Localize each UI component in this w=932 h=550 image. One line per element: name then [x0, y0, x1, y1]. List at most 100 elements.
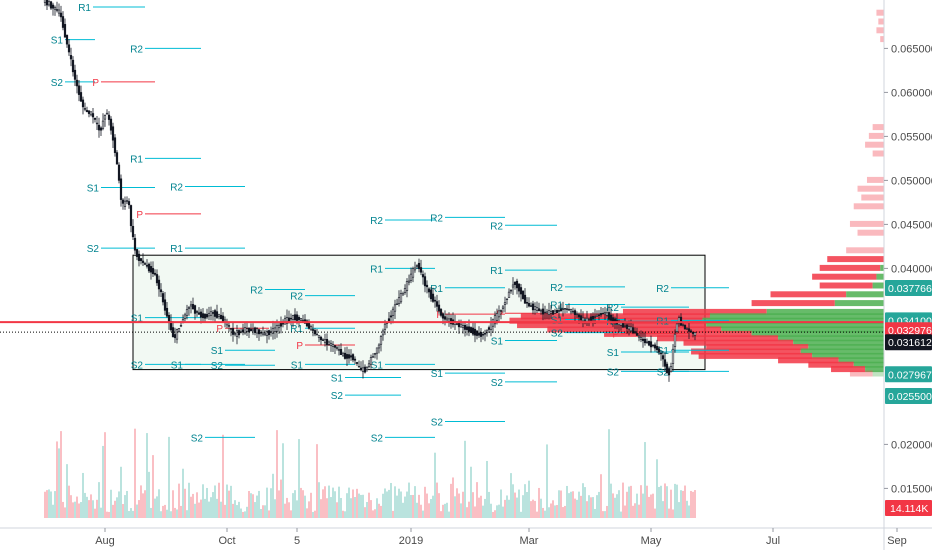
candle-body [609, 314, 613, 321]
candle-body [547, 309, 551, 315]
volume-bar [48, 489, 50, 518]
volume-bar [626, 491, 628, 518]
candle-body [219, 314, 223, 320]
candle-body [413, 267, 417, 271]
volume-bar [154, 498, 156, 518]
candle-body [289, 317, 293, 320]
price-tag-label: 0.027967 [888, 369, 932, 381]
volume-profile-up [721, 326, 884, 333]
candle-body [141, 260, 145, 263]
volume-bar [242, 511, 244, 518]
volume-bar [586, 501, 588, 518]
pivot-label: R1 [430, 284, 443, 295]
volume-bar [308, 501, 310, 518]
volume-bar [178, 483, 180, 518]
volume-bar [58, 448, 60, 518]
volume-bar [168, 436, 170, 518]
candle-body [441, 313, 445, 319]
volume-bar [576, 499, 578, 518]
volume-bar [326, 498, 328, 518]
volume-bar [584, 487, 586, 518]
candle-body [89, 111, 93, 116]
volume-profile-up [751, 330, 884, 337]
candle-body [293, 314, 297, 321]
candle-body [419, 267, 423, 273]
candle-body [285, 316, 289, 324]
candle-body [267, 330, 271, 336]
volume-bar [330, 497, 332, 518]
candle-body [149, 266, 153, 273]
volume-bar [434, 452, 436, 518]
volume-bar [380, 505, 382, 518]
volume-profile-up [872, 370, 884, 377]
volume-profile-up [834, 300, 884, 307]
candle-body [51, 4, 55, 9]
candle-body [77, 85, 81, 95]
volume-bar [474, 506, 476, 518]
candle-body [681, 324, 685, 326]
candle-body [593, 316, 597, 318]
candle-body [133, 237, 137, 251]
candle-body [411, 268, 415, 278]
candle-body [63, 24, 67, 38]
pivot-label: S2 [191, 433, 204, 444]
volume-bar [460, 503, 462, 518]
volume-bar [478, 497, 480, 518]
candle-body [571, 310, 575, 313]
volume-bar [384, 488, 386, 518]
volume-bar [436, 482, 438, 518]
volume-bar [212, 492, 214, 518]
candle-body [173, 334, 177, 338]
volume-bar [328, 485, 330, 518]
volume-bar [182, 468, 184, 518]
volume-bar [224, 504, 226, 518]
candle-body [573, 310, 577, 315]
volume-bar [404, 496, 406, 518]
volume-profile-down [751, 300, 835, 307]
volume-bar [612, 493, 614, 518]
volume-bar [496, 505, 498, 518]
candle-body [603, 311, 607, 315]
candle-body [301, 319, 305, 322]
candle-body [159, 289, 163, 293]
candle-body [305, 320, 309, 327]
candle-body [61, 16, 65, 28]
volume-bar [656, 459, 658, 518]
volume-bar [170, 511, 172, 518]
volume-bar [112, 504, 114, 518]
volume-bar [66, 464, 68, 518]
candle-body [381, 330, 385, 336]
volume-bar [372, 510, 374, 518]
volume-profile-up [838, 357, 884, 364]
volume-profile-down [872, 150, 884, 157]
volume-bar [682, 490, 684, 518]
candle-body [329, 342, 333, 346]
candle-body [607, 312, 611, 320]
candle-body [435, 301, 439, 307]
volume-bar [440, 511, 442, 518]
volume-bar [92, 500, 94, 518]
volume-bar [610, 483, 612, 518]
volume-bar [486, 460, 488, 518]
volume-bar [420, 504, 422, 518]
candle-body [249, 328, 253, 332]
candle-body [579, 315, 583, 320]
volume-bar [498, 504, 500, 518]
volume-bar [88, 500, 90, 518]
volume-profile-up [808, 344, 884, 351]
candle-body [319, 336, 323, 341]
volume-bar [400, 491, 402, 518]
volume-bar [116, 497, 118, 518]
volume-bar [632, 505, 634, 518]
price-tag [885, 366, 932, 383]
candle-body [587, 318, 591, 321]
volume-bar [258, 490, 260, 518]
pivot-label: R1 [78, 3, 91, 14]
volume-bar [538, 487, 540, 518]
volume-bar [86, 496, 88, 518]
volume-profile-down [853, 203, 884, 210]
volume-bar [398, 488, 400, 518]
volume-bar [684, 485, 686, 518]
